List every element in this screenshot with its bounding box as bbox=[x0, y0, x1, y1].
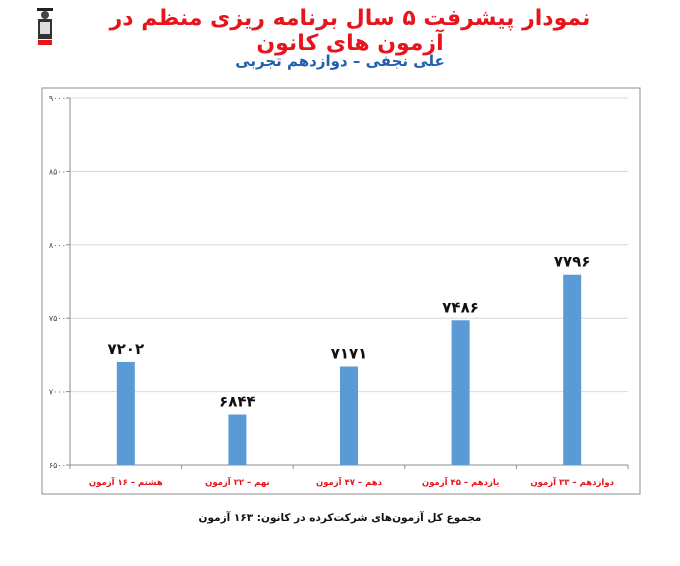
y-tick-label: ۹۰۰۰ bbox=[49, 94, 66, 103]
category-label: هشتم – ۱۶ آزمون bbox=[89, 476, 163, 488]
y-tick-label: ۸۰۰۰ bbox=[49, 241, 66, 250]
bar bbox=[116, 361, 135, 465]
chart-frame bbox=[41, 87, 641, 495]
bar bbox=[451, 320, 470, 465]
bar bbox=[228, 414, 247, 465]
chart-title: نمودار پیشرفت ۵ سال برنامه ریزی منظم در … bbox=[109, 6, 591, 56]
data-label: ۷۱۷۱ bbox=[331, 344, 368, 362]
data-label: ۶۸۴۴ bbox=[219, 393, 256, 411]
data-label: ۷۷۹۶ bbox=[554, 253, 591, 271]
bar bbox=[340, 366, 358, 465]
bar bbox=[563, 274, 582, 465]
category-label: نهم – ۲۲ آزمون bbox=[205, 476, 270, 488]
category-label: دهم – ۴۷ آزمون bbox=[316, 476, 383, 488]
category-label: یازدهم – ۴۵ آزمون bbox=[422, 476, 499, 488]
graduate-logo-icon bbox=[37, 8, 53, 45]
category-label: دوازدهم – ۳۳ آزمون bbox=[530, 476, 614, 488]
y-tick-label: ۷۰۰۰ bbox=[49, 388, 66, 397]
chart-subtitle: علی نجفی – دوازدهم تجربی bbox=[235, 52, 445, 70]
total-exams-note: مجموع کل آزمون‌های شرکت‌کرده در کانون: ۱… bbox=[198, 512, 482, 524]
y-tick-label: ۸۵۰۰ bbox=[49, 167, 66, 176]
y-tick-label: ۷۵۰۰ bbox=[49, 314, 66, 323]
data-label: ۷۴۸۶ bbox=[442, 298, 479, 316]
y-tick-label: ۶۵۰۰ bbox=[49, 461, 66, 470]
data-label: ۷۲۰۲ bbox=[107, 340, 144, 358]
